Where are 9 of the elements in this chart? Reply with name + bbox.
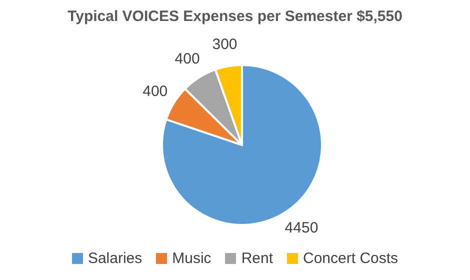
legend-label: Concert Costs — [302, 250, 398, 267]
data-label: 400 — [174, 50, 200, 68]
data-label: 400 — [142, 83, 168, 100]
legend-label: Salaries — [86, 250, 142, 267]
data-label: 300 — [212, 36, 238, 53]
legend-label: Rent — [240, 250, 273, 267]
chart-title: Typical VOICES Expenses per Semester $5,550 — [66, 8, 404, 25]
data-label: 4450 — [284, 219, 318, 236]
legend-label: Music — [171, 250, 212, 267]
